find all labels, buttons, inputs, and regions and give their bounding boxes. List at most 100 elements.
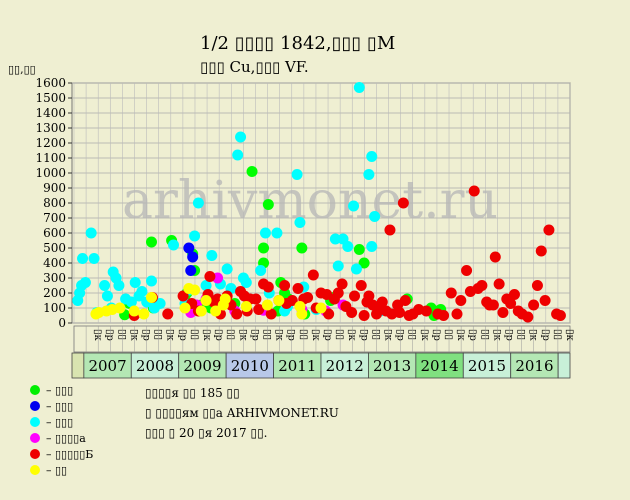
data-point: [397, 197, 409, 209]
data-point: [355, 280, 367, 291]
data-point: [476, 280, 488, 291]
year-label: 2012: [326, 357, 364, 375]
legend-label: – ▯▯▯: [46, 383, 74, 397]
legend-label: – ▯▯▯: [46, 415, 74, 429]
quarter-label: ▯▯: [153, 329, 164, 340]
data-point: [259, 227, 271, 239]
data-point: [522, 311, 534, 323]
data-point: [420, 305, 432, 317]
data-point: [246, 166, 258, 177]
year-label: 2014: [420, 357, 458, 375]
legend-marker: [30, 385, 40, 395]
year-label: 2013: [373, 357, 411, 375]
data-point: [497, 307, 509, 318]
quarter-label: ▯р: [286, 329, 297, 341]
data-point: [363, 290, 375, 302]
data-point: [195, 305, 207, 317]
quarter-band: [73, 325, 571, 353]
data-point: [296, 308, 308, 320]
year-label: 2011: [278, 357, 316, 375]
data-point: [358, 257, 370, 269]
quarter-label: ▯▯: [225, 329, 236, 340]
quarter-label: ▯р: [358, 329, 369, 341]
data-point: [125, 296, 137, 308]
data-point: [399, 295, 411, 306]
year-cell: [178, 352, 227, 379]
quarter-label: ▯р: [141, 329, 152, 341]
legend-item: – ▯▯▯: [30, 382, 93, 398]
legend-label: – ▯▯▯▯а: [46, 431, 86, 445]
data-point: [394, 307, 406, 318]
data-point: [349, 290, 361, 302]
data-point: [489, 251, 501, 263]
data-point: [250, 293, 262, 305]
data-point: [384, 224, 396, 236]
year-cell: [273, 352, 322, 379]
chart-title-line-1: 1/2 ▯▯▯▯ 1842,▯▯▯ ▯M: [200, 33, 396, 54]
data-point: [336, 278, 348, 290]
data-point: [262, 199, 274, 210]
data-point: [88, 253, 100, 264]
quarter-label: ▯к: [165, 329, 176, 342]
data-point: [206, 250, 218, 261]
data-point: [273, 295, 285, 306]
legend-item: – ▯▯▯▯▯Б: [30, 446, 93, 462]
quarter-label: ▯▯: [516, 329, 527, 340]
quarter-label: ▯▯: [334, 329, 345, 340]
data-point: [493, 278, 505, 290]
note-line-1: ▯▯▯▯я ▯▯ 185 ▯▯: [145, 386, 240, 400]
data-point: [187, 251, 199, 263]
data-point: [258, 242, 270, 254]
legend-marker: [30, 401, 40, 411]
legend-label: – ▯▯▯▯▯Б: [46, 447, 94, 461]
data-point: [535, 245, 547, 257]
data-point: [438, 310, 450, 321]
quarter-label: ▯р: [431, 329, 442, 341]
data-point: [200, 295, 212, 306]
legend-marker: [30, 449, 40, 459]
quarter-label: ▯р: [467, 329, 478, 341]
y-tick-label: 1400: [35, 106, 66, 120]
data-point: [329, 233, 341, 245]
data-point: [204, 271, 216, 282]
quarter-label: ▯к: [92, 329, 103, 342]
data-point: [179, 302, 191, 314]
note-line-3: ▯▯▯ ▯ 20 ▯я 2017 ▯▯.: [145, 426, 268, 440]
data-point: [168, 239, 180, 251]
data-point: [192, 197, 204, 209]
data-point: [77, 253, 89, 264]
y-tick-label: 1100: [35, 151, 66, 165]
data-point: [505, 298, 517, 309]
data-point: [350, 263, 362, 275]
data-point: [262, 281, 274, 293]
data-point: [265, 308, 277, 320]
data-point: [487, 299, 499, 311]
data-point: [342, 241, 354, 252]
quarter-label: ▯▯: [552, 329, 563, 340]
data-point: [114, 302, 126, 314]
y-axis-label: ▯▯,▯▯: [8, 63, 36, 76]
quarter-label: ▯к: [528, 329, 539, 342]
data-point: [99, 280, 111, 291]
data-point: [286, 295, 298, 306]
quarter-label: ▯▯: [479, 329, 490, 340]
quarter-label: ▯к: [382, 329, 393, 342]
data-point: [323, 308, 335, 320]
data-point: [455, 295, 467, 306]
year-label: 2007: [88, 357, 126, 375]
data-point: [189, 284, 201, 296]
year-label: 2008: [136, 357, 174, 375]
data-point: [531, 280, 543, 291]
data-point: [358, 310, 370, 321]
data-point: [138, 308, 150, 320]
year-label: 2015: [468, 357, 506, 375]
data-point: [528, 299, 540, 311]
legend-marker: [30, 417, 40, 427]
data-point: [85, 227, 97, 239]
quarter-label: ▯к: [237, 329, 248, 342]
year-cell: [71, 352, 85, 379]
y-tick-label: 500: [43, 241, 66, 255]
y-tick-label: 200: [43, 286, 66, 300]
legend-item: – ▯▯▯: [30, 414, 93, 430]
